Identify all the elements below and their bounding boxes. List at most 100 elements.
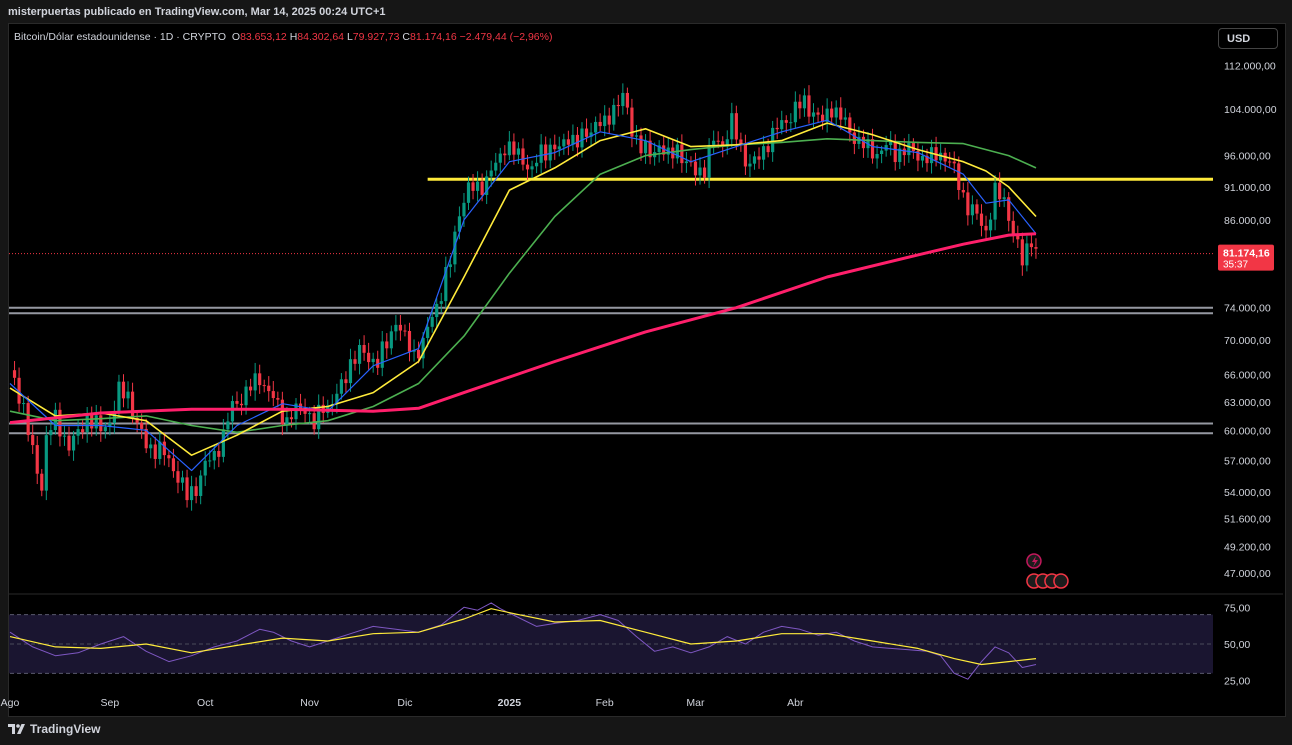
candle-body bbox=[485, 176, 489, 195]
candle-body bbox=[426, 326, 430, 338]
last-price-value: 81.174,16 bbox=[1223, 248, 1270, 260]
candle-body bbox=[852, 132, 856, 144]
candle-body bbox=[108, 423, 112, 428]
rsi-tick-label: 25,00 bbox=[1224, 676, 1250, 688]
ma-mid-line bbox=[9, 122, 1037, 456]
candle-body bbox=[634, 135, 639, 137]
candle-body bbox=[721, 141, 725, 147]
candle-body bbox=[22, 403, 26, 405]
candle-body bbox=[821, 114, 825, 122]
candle-body bbox=[512, 141, 516, 155]
candle-body bbox=[416, 349, 421, 359]
candle-body bbox=[544, 144, 548, 161]
candle-body bbox=[861, 136, 866, 149]
candle-body bbox=[267, 385, 271, 392]
candle-body bbox=[226, 421, 230, 430]
candle-body bbox=[902, 148, 906, 156]
currency-button[interactable]: USD bbox=[1218, 28, 1278, 49]
candle-body bbox=[816, 112, 820, 115]
candle-body bbox=[489, 170, 493, 177]
candle-body bbox=[516, 148, 521, 155]
candle-body bbox=[553, 144, 557, 150]
candle-body bbox=[684, 161, 688, 164]
candle-body bbox=[752, 156, 757, 164]
candle-body bbox=[126, 391, 130, 399]
candle-body bbox=[208, 460, 212, 462]
candle-body bbox=[739, 139, 743, 145]
candle-body bbox=[221, 429, 225, 457]
candle-body bbox=[403, 330, 407, 332]
candle-body bbox=[548, 144, 552, 161]
candle-body bbox=[643, 140, 648, 154]
candle-body bbox=[748, 163, 752, 167]
candle-body bbox=[498, 153, 502, 163]
candle-body bbox=[580, 128, 584, 148]
candle-body bbox=[466, 182, 471, 203]
candle-body bbox=[17, 377, 21, 404]
candle-body bbox=[880, 150, 884, 155]
price-tick-label: 86.000,00 bbox=[1224, 215, 1271, 227]
candle-body bbox=[348, 359, 353, 384]
price-tick-label: 57.000,00 bbox=[1224, 455, 1271, 467]
candle-body bbox=[448, 264, 452, 268]
candle-body bbox=[289, 417, 294, 420]
price-tick-label: 66.000,00 bbox=[1224, 370, 1271, 382]
candle-body bbox=[589, 132, 593, 137]
candle-body bbox=[271, 391, 275, 399]
candle-body bbox=[1034, 247, 1038, 249]
axis-layer: 112.000,00 104.000,00 96.000,00 91.000,00 86… bbox=[1, 61, 1277, 709]
candle-body bbox=[734, 113, 738, 140]
candle-body bbox=[707, 144, 711, 178]
candle-body bbox=[957, 163, 961, 190]
candle-body bbox=[176, 471, 180, 483]
candle-body bbox=[979, 213, 984, 226]
candle-body bbox=[839, 107, 843, 120]
candle-body bbox=[194, 486, 198, 496]
price-tick-label: 74.000,00 bbox=[1224, 303, 1271, 315]
candle-body bbox=[71, 435, 76, 451]
candle-body bbox=[244, 386, 248, 406]
candle-body bbox=[562, 139, 566, 147]
candle-body bbox=[398, 324, 402, 331]
candle-body bbox=[90, 413, 94, 429]
candle-body bbox=[525, 164, 530, 170]
lightning-glyph-icon bbox=[1031, 556, 1038, 567]
rsi-tick-label: 75,00 bbox=[1224, 602, 1250, 614]
candle-body bbox=[31, 435, 35, 446]
candle-body bbox=[407, 331, 412, 352]
candle-body bbox=[966, 192, 970, 216]
candle-body bbox=[430, 317, 434, 327]
candle-body bbox=[920, 155, 925, 161]
candle-body bbox=[58, 409, 62, 437]
time-tick-label: Abr bbox=[787, 697, 804, 709]
candle-body bbox=[557, 146, 561, 150]
candle-body bbox=[317, 404, 321, 430]
price-tick-label: 104.000,00 bbox=[1224, 104, 1277, 116]
candle-body bbox=[344, 379, 348, 384]
candle-body bbox=[530, 166, 534, 170]
candle-body bbox=[948, 161, 952, 163]
candle-body bbox=[1002, 197, 1006, 200]
candle-body bbox=[385, 341, 389, 349]
time-tick-label: Nov bbox=[300, 697, 319, 709]
candle-body bbox=[49, 430, 53, 436]
time-tick-label: Oct bbox=[197, 697, 213, 709]
candle-body bbox=[117, 381, 121, 411]
candle-body bbox=[376, 358, 380, 368]
candle-body bbox=[421, 337, 425, 359]
candle-body bbox=[725, 139, 729, 147]
price-tick-label: 54.000,00 bbox=[1224, 487, 1271, 499]
ma-short-line bbox=[9, 119, 1037, 472]
candle-body bbox=[848, 117, 852, 133]
candle-body bbox=[998, 182, 1002, 200]
candle-body bbox=[1029, 243, 1034, 248]
candle-body bbox=[929, 147, 934, 164]
candle-body bbox=[535, 162, 539, 167]
price-tick-label: 63.000,00 bbox=[1224, 397, 1271, 409]
candle-body bbox=[939, 152, 943, 161]
candle-body bbox=[203, 460, 207, 476]
candle-body bbox=[1016, 235, 1020, 240]
candle-body bbox=[26, 403, 30, 436]
candle-body bbox=[76, 429, 80, 436]
